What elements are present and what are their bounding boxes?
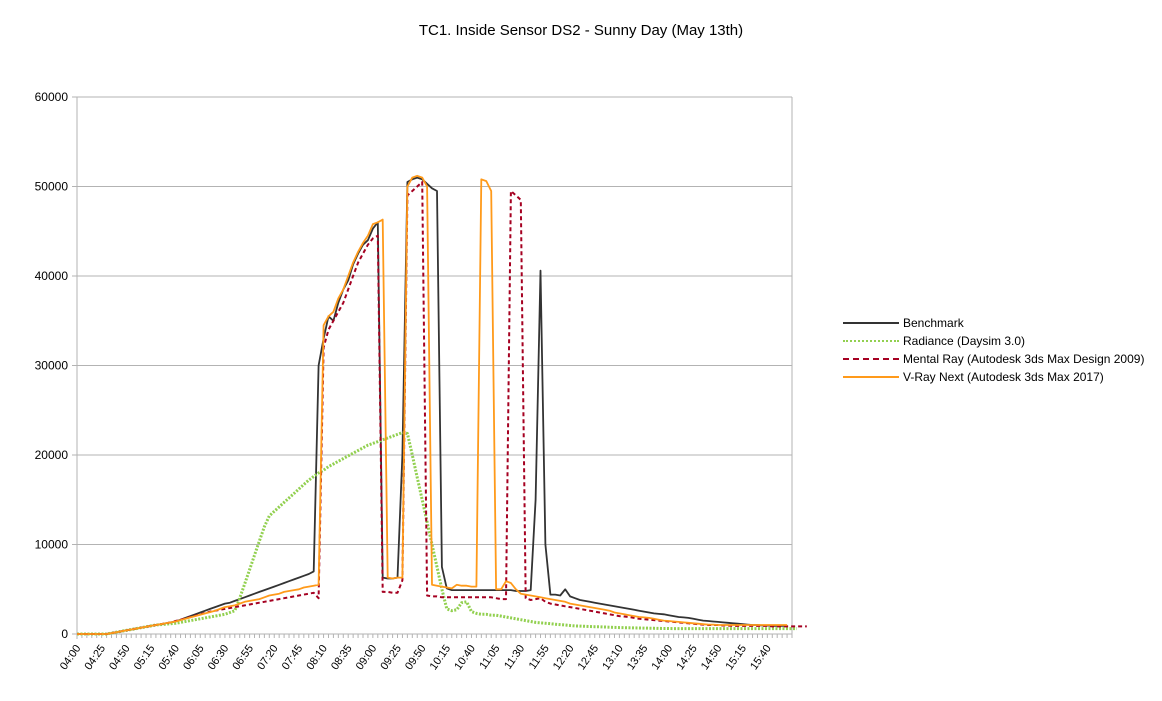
y-tick-label: 0	[61, 627, 68, 641]
legend-swatch-icon	[843, 358, 899, 360]
x-tick-label: 14:50	[699, 643, 725, 672]
x-tick-label: 06:30	[206, 643, 232, 672]
legend-item: Mental Ray (Autodesk 3ds Max Design 2009…	[843, 350, 1144, 368]
y-tick-label: 20000	[35, 448, 69, 462]
x-tick-label: 08:10	[304, 643, 330, 672]
y-axis: 0 10000 20000 30000 40000 50000 60000	[35, 90, 78, 641]
x-tick-label: 06:05	[181, 643, 207, 672]
x-tick-label: 09:25	[378, 643, 404, 672]
legend-item: Benchmark	[843, 314, 1144, 332]
legend-item: Radiance (Daysim 3.0)	[843, 332, 1144, 350]
x-tick-label: 11:55	[527, 643, 552, 672]
legend-swatch-icon	[843, 376, 899, 378]
series-line	[77, 431, 797, 636]
series-line	[77, 176, 788, 635]
x-tick-label: 05:15	[132, 643, 158, 672]
legend-swatch-icon	[843, 322, 899, 324]
x-tick-label: 04:00	[58, 643, 84, 672]
chart-title: TC1. Inside Sensor DS2 - Sunny Day (May …	[418, 22, 744, 39]
x-tick-label: 08:35	[329, 643, 355, 672]
x-tick-label: 12:45	[576, 643, 602, 672]
x-tick-label: 14:00	[650, 643, 676, 672]
x-tick-label: 15:40	[748, 643, 774, 672]
x-tick-label: 07:45	[280, 643, 306, 672]
legend-label: Radiance (Daysim 3.0)	[903, 334, 1026, 348]
x-tick-label: 11:30	[502, 643, 527, 672]
legend-label: Benchmark	[903, 316, 964, 330]
x-tick-label: 04:50	[107, 643, 133, 672]
x-tick-label: 13:10	[600, 643, 626, 672]
y-tick-label: 30000	[35, 359, 69, 373]
series-line	[77, 174, 788, 635]
x-tick-label: 05:40	[156, 643, 182, 672]
legend-item: V-Ray Next (Autodesk 3ds Max 2017)	[843, 368, 1144, 386]
x-tick-label: 09:00	[354, 643, 380, 672]
y-tick-label: 60000	[35, 90, 69, 104]
y-tick-label: 10000	[35, 538, 69, 552]
legend-swatch-icon	[843, 340, 899, 342]
y-tick-label: 40000	[35, 269, 69, 283]
legend-label: V-Ray Next (Autodesk 3ds Max 2017)	[903, 370, 1104, 384]
x-axis: 04:00 04:25 04:50 05:15 05:40 06:05 06:30 06:55…	[58, 633, 793, 672]
x-tick-label: 07:20	[255, 643, 281, 672]
x-tick-label: 10:15	[428, 643, 454, 672]
x-tick-label: 11:05	[477, 643, 502, 672]
x-tick-label: 06:55	[230, 643, 256, 672]
x-tick-label: 14:25	[674, 643, 700, 672]
data-series	[77, 174, 807, 636]
x-tick-label: 13:35	[625, 643, 651, 672]
x-tick-label: 10:40	[452, 643, 478, 672]
x-tick-label: 12:20	[551, 643, 577, 672]
series-line	[77, 181, 807, 635]
x-tick-label: 09:50	[403, 643, 429, 672]
legend-label: Mental Ray (Autodesk 3ds Max Design 2009…	[903, 352, 1145, 366]
x-tick-label: 15:15	[724, 643, 750, 672]
y-tick-label: 50000	[35, 180, 69, 194]
legend: Benchmark Radiance (Daysim 3.0) Mental Ray…	[843, 314, 1144, 386]
x-tick-label: 04:25	[82, 643, 108, 672]
